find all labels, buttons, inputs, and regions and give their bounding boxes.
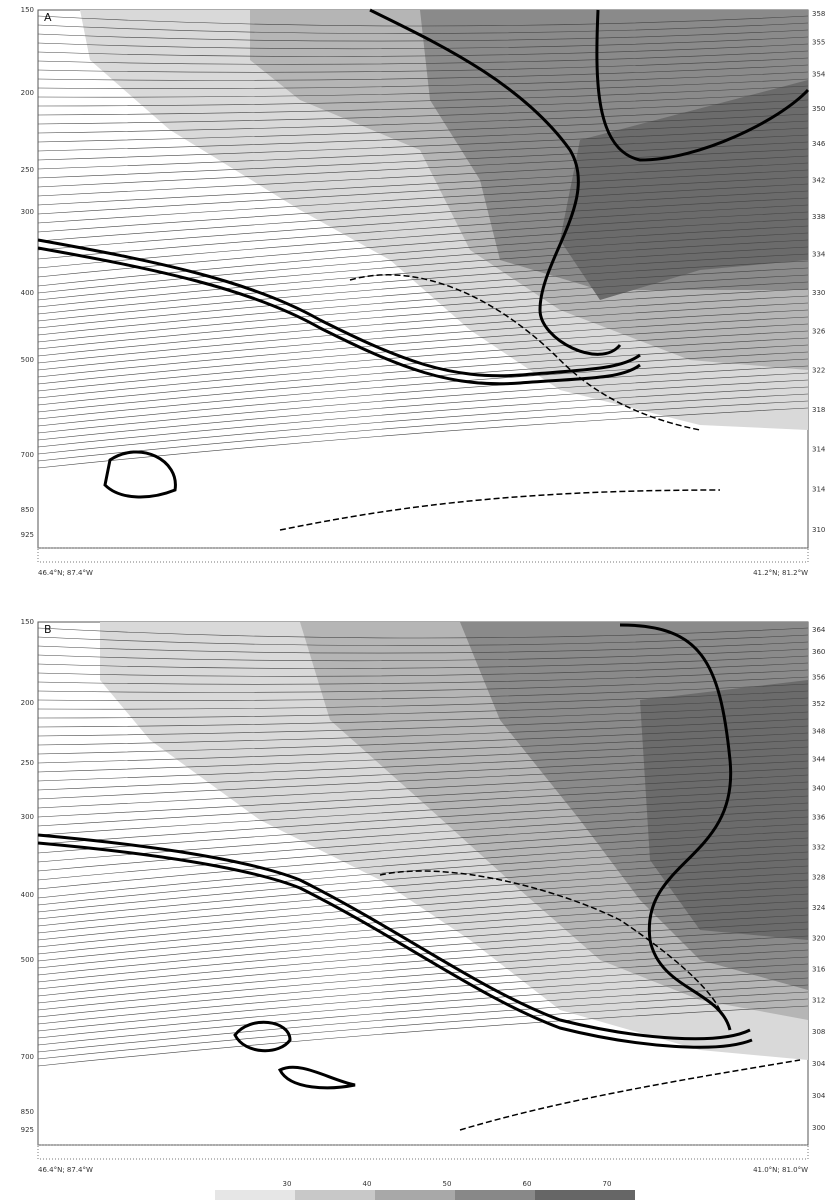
theta-label: 332 [812,843,825,851]
pressure-label: 925 [21,1126,34,1134]
colorbar-tick: 30 [283,1180,292,1188]
pressure-label: 150 [21,618,34,626]
colorbar-tick: 60 [523,1180,532,1188]
colorbar-bin [375,1190,455,1200]
theta-label: 346 [812,140,826,148]
theta-label: 364 [812,626,826,634]
theta-label: 352 [812,700,825,708]
pressure-label: 200 [21,89,34,97]
theta-label: 342 [812,176,825,184]
colorbar-tick: 40 [363,1180,372,1188]
endpoint-right: 41.0°N; 81.0°W [753,1166,808,1174]
theta-label: 314 [812,486,826,494]
theta-label: 336 [812,814,826,822]
panel-label: A [44,11,52,24]
theta-label: 304 [812,1060,826,1068]
colorbar-bin [295,1190,375,1200]
colorbar [215,1190,635,1200]
theta-label: 326 [812,327,826,335]
terrain [38,548,808,562]
theta-label: 350 [812,105,825,113]
colorbar-tick: 70 [603,1180,612,1188]
panel-b: B 150 200 250 300 400 500 700 850 925 364 360 356 352… [21,618,826,1174]
pressure-label: 500 [21,356,34,364]
theta-label: 344 [812,756,826,764]
endpoint-left: 46.4°N; 87.4°W [38,569,93,577]
theta-label: 360 [812,648,825,656]
theta-label: 310 [812,526,825,534]
theta-label: 348 [812,727,825,735]
theta-label: 322 [812,366,825,374]
theta-label: 304 [812,1092,826,1100]
theta-label: 316 [812,965,826,973]
theta-label: 334 [812,251,826,259]
theta-label: 358 [812,10,825,18]
panel-a: A 150 200 250 300 400 500 700 850 925 358 355 354 350… [21,6,826,577]
theta-label: 324 [812,904,826,912]
endpoint-left: 46.4°N; 87.4°W [38,1166,93,1174]
pressure-label: 400 [21,891,34,899]
panel-label: B [44,623,52,636]
pressure-label: 925 [21,531,34,539]
pressure-label: 250 [21,759,34,767]
pressure-label: 200 [21,699,34,707]
pressure-label: 850 [21,506,34,514]
theta-label: 312 [812,997,825,1005]
pressure-label: 700 [21,1053,34,1061]
theta-label: 308 [812,1028,825,1036]
colorbar-bin [535,1190,635,1200]
theta-label: 338 [812,213,825,221]
colorbar-bin [455,1190,535,1200]
figure: A 150 200 250 300 400 500 700 850 925 358 355 354 350… [0,0,838,1204]
theta-label: 300 [812,1124,825,1132]
pressure-label: 300 [21,208,34,216]
theta-label: 330 [812,289,825,297]
pressure-label: 700 [21,451,34,459]
pressure-label: 850 [21,1108,34,1116]
pressure-label: 150 [21,6,34,14]
theta-label: 320 [812,935,825,943]
theta-label: 328 [812,873,825,881]
pressure-label: 300 [21,813,34,821]
pressure-label: 250 [21,166,34,174]
theta-label: 318 [812,406,825,414]
theta-label: 356 [812,673,826,681]
theta-label: 355 [812,38,825,46]
pressure-label: 500 [21,956,34,964]
theta-label: 354 [812,71,826,79]
colorbar-tick: 50 [443,1180,452,1188]
theta-label: 314 [812,446,826,454]
pressure-label: 400 [21,289,34,297]
endpoint-right: 41.2°N; 81.2°W [753,569,808,577]
terrain [38,1145,808,1159]
colorbar-bin [215,1190,295,1200]
theta-label: 340 [812,784,825,792]
